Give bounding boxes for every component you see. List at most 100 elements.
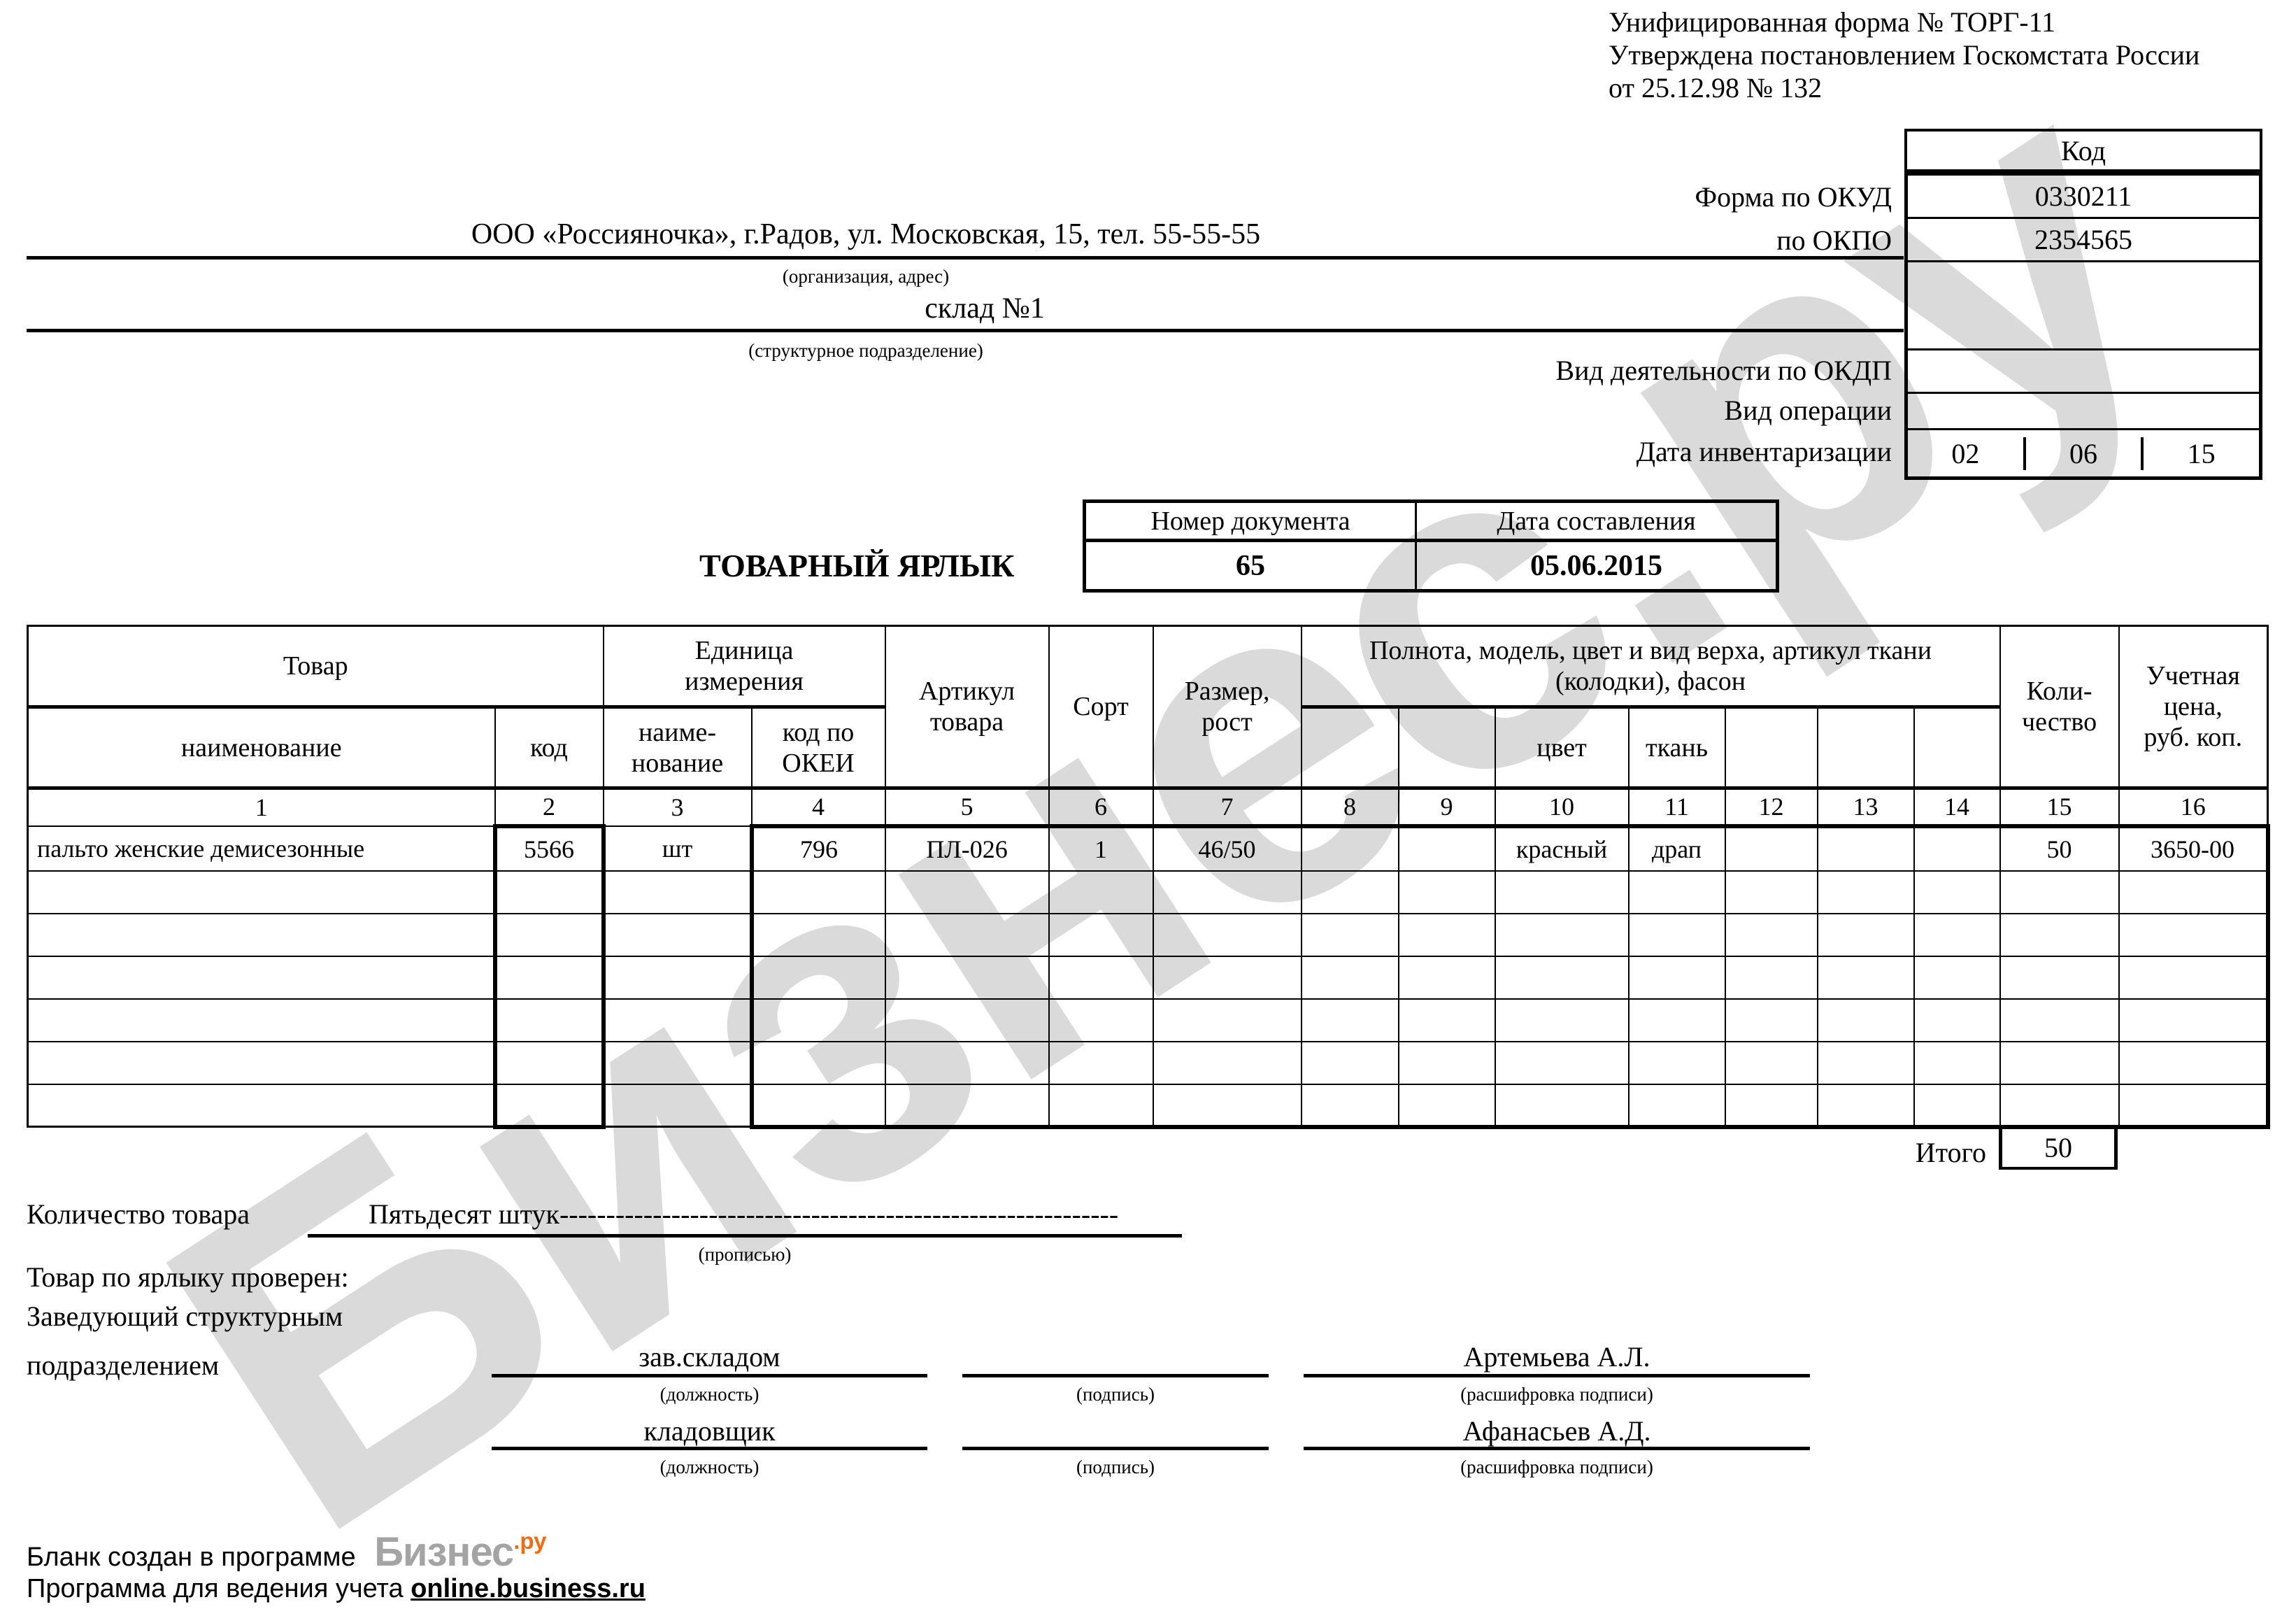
signature1-position-line xyxy=(492,1374,927,1377)
cell-13 xyxy=(1816,825,1915,872)
table-row xyxy=(27,870,2270,914)
cell-size: 46/50 xyxy=(1152,825,1302,872)
cell-okei: 796 xyxy=(749,825,886,872)
subheader-13 xyxy=(1816,706,1915,790)
column-numbers-row: 1 2 3 4 5 6 7 8 9 10 11 12 13 14 15 16 xyxy=(27,787,2269,828)
organization-underline xyxy=(27,256,1904,260)
signature2-position: кладовщик xyxy=(643,1415,776,1447)
form-info-line2: Утверждена постановлением Госкомстата Ро… xyxy=(1609,39,2200,71)
colnum-3: 3 xyxy=(602,787,753,827)
department-name: склад №1 xyxy=(925,292,1045,325)
colnum-9: 9 xyxy=(1397,787,1496,828)
colnum-1: 1 xyxy=(27,787,496,827)
form-info-line1: Унифицированная форма № ТОРГ-11 xyxy=(1609,6,2056,38)
subheader-8 xyxy=(1300,706,1399,790)
footer-line2: Программа для ведения учета online.busin… xyxy=(27,1573,646,1605)
col-header-sort: Сорт xyxy=(1048,625,1154,790)
table-row xyxy=(27,912,2270,957)
total-value-box: 50 xyxy=(1999,1128,2118,1170)
signature2-name: Афанасьев А.Д. xyxy=(1462,1415,1651,1447)
total-label: Итого xyxy=(1915,1137,1986,1168)
signature2-name-hint: (расшифровка подписи) xyxy=(1460,1456,1653,1477)
quantity-filler: ----------------------------------------… xyxy=(559,1198,1119,1230)
business-ru-logo-tld: .ру xyxy=(513,1528,547,1554)
signature1-sign-hint: (подпись) xyxy=(1076,1384,1155,1405)
operation-type-label: Вид операции xyxy=(1724,395,1892,426)
footer-line1: Бланк создан в программе Бизнес.ру xyxy=(27,1528,546,1574)
col-header-price: Учетная цена, руб. коп. xyxy=(2118,625,2269,790)
doc-number-value: 65 xyxy=(1083,539,1417,592)
subheader-code: код xyxy=(494,706,604,790)
signature2-sign-line xyxy=(962,1447,1269,1450)
manager-label-line1: Заведующий структурным xyxy=(27,1300,343,1332)
table-row xyxy=(27,998,2270,1042)
department-underline xyxy=(27,329,1904,332)
cell-fabric: драп xyxy=(1627,825,1726,872)
signature2-position-hint: (должность) xyxy=(659,1456,760,1477)
doc-number-table: Номер документа Дата составления 65 05.0… xyxy=(1083,499,1779,593)
cell-quantity: 50 xyxy=(1999,825,2120,872)
department-hint: (структурное подразделение) xyxy=(748,340,983,361)
quantity-hint: (прописью) xyxy=(698,1244,792,1265)
signature1-name-line xyxy=(1304,1374,1810,1377)
colnum-13: 13 xyxy=(1816,787,1915,828)
signature1-position-hint: (должность) xyxy=(659,1384,760,1405)
inventory-date-label: Дата инвентаризации xyxy=(1636,436,1892,467)
footer-program-text: Программа для ведения учета xyxy=(27,1574,411,1603)
colnum-7: 7 xyxy=(1152,787,1302,828)
okdp-label: Вид деятельности по ОКДП xyxy=(1555,355,1892,386)
page-title: ТОВАРНЫЙ ЯРЛЫК xyxy=(699,548,1015,583)
okdp-value-cell xyxy=(1908,350,2259,394)
colnum-10: 10 xyxy=(1494,787,1630,828)
business-ru-logo: Бизнес xyxy=(374,1529,514,1575)
inventory-date-cells: 02 06 15 xyxy=(1908,430,2259,476)
quantity-words-line: Пятьдесят штук--------------------------… xyxy=(369,1198,1118,1231)
code-box: Код 0330211 2354565 02 06 15 xyxy=(1904,129,2262,480)
table-header-row-2: наименование код наиме- нование код по О… xyxy=(27,706,2268,790)
col-header-fullness: Полнота, модель, цвет и вид верха, артик… xyxy=(1300,625,2001,709)
doc-number-header: Номер документа xyxy=(1083,500,1417,541)
colnum-4: 4 xyxy=(750,787,886,828)
table-row xyxy=(27,1040,2270,1085)
cell-color: красный xyxy=(1494,825,1630,872)
signature1-position: зав.складом xyxy=(639,1341,780,1373)
cell-code: 5566 xyxy=(492,825,606,872)
colnum-12: 12 xyxy=(1724,787,1818,828)
business-ru-link[interactable]: online.business.ru xyxy=(411,1574,646,1603)
col-header-quantity: Коли- чество xyxy=(1999,625,2120,790)
signature1-sign-line xyxy=(962,1374,1269,1377)
cell-name: пальто женские демисезонные xyxy=(27,825,496,872)
inventory-date-month: 06 xyxy=(2023,437,2141,470)
goods-table: Товар Единица измерения Артикул товара С… xyxy=(27,625,2270,1129)
quantity-words: Пятьдесят штук xyxy=(369,1198,559,1230)
form-info-line3: от 25.12.98 № 132 xyxy=(1609,72,1823,104)
colnum-5: 5 xyxy=(884,787,1050,828)
cell-article: ПЛ-026 xyxy=(884,825,1050,872)
doc-date-header: Дата составления xyxy=(1415,500,1778,541)
organization-name: ООО «Россияночка», г.Радов, ул. Московск… xyxy=(471,218,1261,250)
subheader-fabric: ткань xyxy=(1627,706,1726,790)
checked-label: Товар по ярлыку проверен: xyxy=(27,1261,349,1293)
cell-price: 3650-00 xyxy=(2118,825,2270,872)
signature2-position-line xyxy=(492,1447,927,1450)
colnum-11: 11 xyxy=(1627,787,1726,828)
cell-sort: 1 xyxy=(1048,825,1154,872)
col-header-unit: Единица измерения xyxy=(602,625,886,709)
cell-9 xyxy=(1397,825,1496,872)
cell-12 xyxy=(1724,825,1818,872)
table-row: пальто женские демисезонные 5566 шт 796 … xyxy=(27,825,2270,872)
subheader-14 xyxy=(1913,706,2001,790)
cell-unit: шт xyxy=(602,825,753,872)
form-info-block: Унифицированная форма № ТОРГ-11 Утвержде… xyxy=(1609,6,2294,104)
col-header-article: Артикул товара xyxy=(884,625,1050,790)
signature1-name-hint: (расшифровка подписи) xyxy=(1460,1384,1653,1405)
inventory-date-year: 15 xyxy=(2141,437,2259,470)
colnum-16: 16 xyxy=(2118,787,2269,828)
okpo-value-cell: 2354565 xyxy=(1908,219,2259,262)
footer-created-text: Бланк создан в программе xyxy=(27,1543,356,1572)
colnum-14: 14 xyxy=(1913,787,2001,828)
doc-date-value: 05.06.2015 xyxy=(1415,539,1778,592)
manager-label-line2: подразделением xyxy=(27,1349,220,1381)
subheader-okei: код по ОКЕИ xyxy=(750,706,886,790)
